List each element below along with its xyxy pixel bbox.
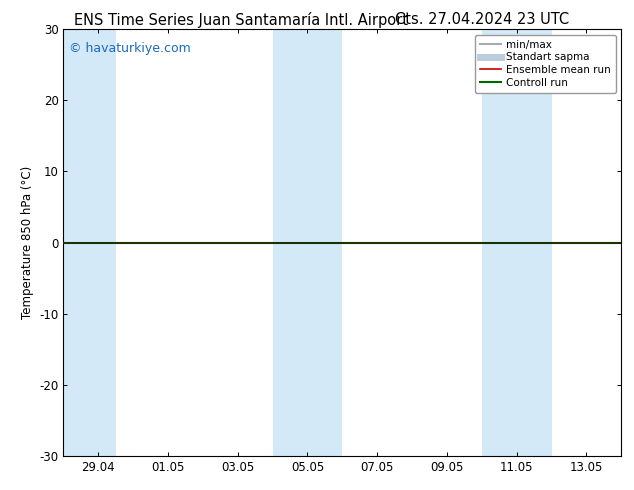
Bar xyxy=(273,29,342,456)
Legend: min/max, Standart sapma, Ensemble mean run, Controll run: min/max, Standart sapma, Ensemble mean r… xyxy=(475,35,616,93)
Y-axis label: Temperature 850 hPa (°C): Temperature 850 hPa (°C) xyxy=(21,166,34,319)
Text: Cts. 27.04.2024 23 UTC: Cts. 27.04.2024 23 UTC xyxy=(395,12,569,27)
Text: © havaturkiye.com: © havaturkiye.com xyxy=(69,42,191,55)
Bar xyxy=(482,29,552,456)
Bar xyxy=(63,29,115,456)
Text: ENS Time Series Juan Santamaría Intl. Airport: ENS Time Series Juan Santamaría Intl. Ai… xyxy=(74,12,408,28)
